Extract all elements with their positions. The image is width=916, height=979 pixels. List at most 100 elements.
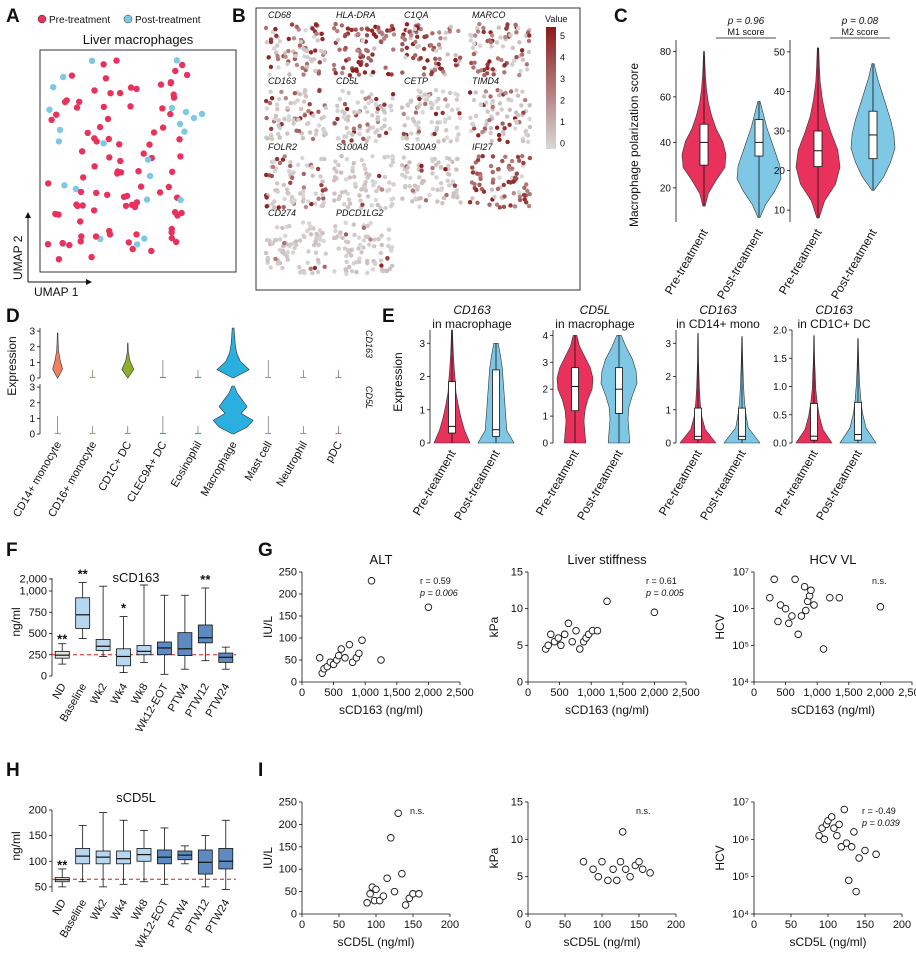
- scatter-xlabel: sCD5L (ng/ml): [564, 935, 641, 949]
- feature-cell: [323, 187, 328, 192]
- feature-cell: [514, 176, 519, 181]
- feature-cell: [475, 157, 481, 163]
- feature-cell: [287, 223, 292, 229]
- significance-stars: **: [57, 858, 68, 873]
- d-category-label: Macrophage: [199, 440, 240, 499]
- feature-cell: [496, 25, 501, 30]
- e-gene: CD163: [699, 303, 737, 317]
- feature-cell: [273, 26, 278, 32]
- feature-cell: [342, 33, 348, 39]
- violin: [52, 332, 63, 379]
- scatter-point: [802, 606, 810, 615]
- feature-cell: [286, 117, 292, 123]
- scatter-x-tick-label: 500: [776, 687, 794, 699]
- feature-cell: [320, 179, 325, 184]
- feature-cell: [440, 201, 445, 206]
- feature-cell: [279, 89, 284, 95]
- feature-cell: [320, 192, 325, 197]
- feature-cell: [419, 168, 424, 173]
- feature-cell: [494, 40, 500, 45]
- feature-cell: [276, 131, 281, 137]
- feature-cell: [319, 203, 324, 208]
- feature-cell: [373, 130, 378, 135]
- umap-point-pre: [53, 111, 60, 118]
- feature-cell: [333, 159, 338, 164]
- panel-label-h: H: [6, 760, 20, 781]
- box-category-label: ND: [50, 897, 68, 917]
- feature-cell: [357, 123, 362, 129]
- feature-cell: [276, 65, 281, 70]
- umap-point-pre: [84, 129, 91, 137]
- feature-cell: [417, 96, 422, 102]
- feature-gene-label: MARCO: [472, 10, 506, 20]
- feature-cell: [390, 96, 395, 101]
- feature-cell: [382, 123, 387, 128]
- feature-cell: [343, 232, 349, 237]
- feature-cell: [361, 162, 367, 168]
- feature-cell: [524, 62, 529, 67]
- scatter-point: [560, 630, 569, 639]
- feature-cell: [370, 52, 375, 57]
- box-category-label: ND: [50, 681, 68, 701]
- feature-cell: [314, 231, 319, 237]
- feature-cell: [313, 239, 318, 244]
- feature-cell: [514, 120, 519, 126]
- scatter-y-tick-label: 0: [291, 677, 297, 689]
- feature-cell: [478, 176, 483, 182]
- feature-cell: [274, 33, 279, 38]
- feature-cell: [488, 163, 494, 169]
- feature-cell: [345, 26, 351, 31]
- feature-cell: [522, 185, 527, 190]
- y-tick-label: 1: [665, 405, 671, 416]
- scatter-x-tick-label: 200: [441, 919, 459, 931]
- value-legend-tick: 4: [560, 53, 565, 63]
- box-iqr: [116, 850, 131, 865]
- feature-cell: [292, 245, 297, 251]
- feature-cell: [275, 107, 280, 112]
- umap-point-pre: [78, 233, 85, 240]
- scatter-y-tick-label: 0: [517, 677, 523, 689]
- feature-cell: [361, 225, 367, 230]
- feature-cell: [475, 29, 481, 34]
- scatter-ylabel: HCV: [713, 845, 727, 870]
- feature-cell: [285, 257, 290, 262]
- feature-cell: [485, 109, 490, 114]
- feature-cell: [321, 238, 326, 244]
- feature-cell: [467, 90, 473, 95]
- feature-cell: [379, 39, 384, 45]
- feature-cell: [457, 111, 462, 116]
- umap-point-pre: [79, 202, 86, 209]
- scatter-point: [604, 876, 612, 885]
- feature-cell: [511, 191, 516, 196]
- umap-point-pre: [96, 123, 104, 131]
- e-category-label: Pre-treatment: [533, 447, 582, 518]
- scatter-point: [593, 626, 602, 635]
- feature-cell: [288, 242, 293, 247]
- umap-point-pre: [156, 189, 164, 196]
- feature-cell: [300, 220, 306, 225]
- feature-cell: [300, 199, 306, 204]
- feature-cell: [345, 191, 350, 196]
- feature-cell: [353, 181, 358, 187]
- scatter-point: [589, 865, 597, 873]
- feature-cell: [517, 72, 522, 78]
- feature-cell: [481, 25, 486, 31]
- feature-cell: [514, 88, 519, 93]
- feature-cell: [370, 267, 376, 272]
- c-score-label: M1 score: [727, 27, 764, 37]
- scatter-x-tick-label: 2,500: [898, 687, 916, 699]
- feature-cell: [383, 205, 388, 211]
- feature-cell: [527, 192, 532, 197]
- umap-point-pre: [177, 153, 184, 160]
- umap-point-pre: [106, 154, 113, 161]
- feature-cell: [472, 41, 477, 46]
- feature-cell: [359, 187, 364, 192]
- feature-cell: [449, 107, 455, 113]
- scatter-point: [794, 630, 802, 639]
- significance-stars: **: [78, 567, 89, 582]
- feature-cell: [377, 133, 382, 138]
- feature-cell: [365, 194, 371, 199]
- feature-cell: [510, 45, 515, 50]
- feature-cell: [379, 242, 384, 248]
- feature-cell: [475, 69, 481, 74]
